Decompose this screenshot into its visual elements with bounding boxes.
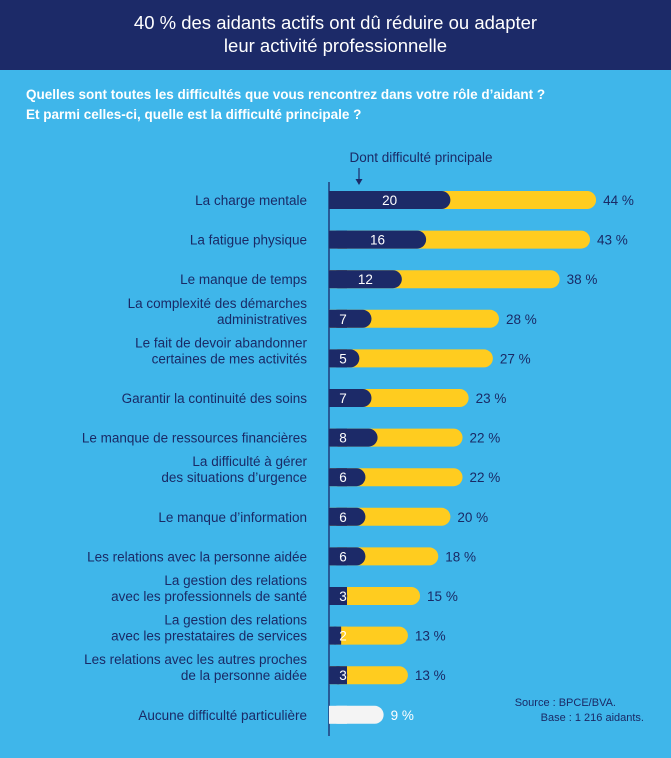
- bar-principal-left-cap: [329, 309, 347, 328]
- bar-total: [329, 349, 493, 368]
- category-label: certaines de mes activités: [152, 351, 308, 366]
- question-line-1: Quelles sont toutes les difficultés que …: [26, 87, 546, 102]
- bar-principal-left-cap: [329, 547, 347, 566]
- bar-total: [329, 666, 408, 685]
- category-label: Aucune difficulté particulière: [138, 708, 307, 723]
- category-label: La fatigue physique: [190, 233, 307, 248]
- total-value-label: 38 %: [567, 272, 598, 287]
- category-label: La gestion des relations: [164, 573, 307, 588]
- bar-total: [329, 587, 421, 605]
- principal-value-label: 5: [339, 351, 347, 366]
- total-value-label: 13 %: [415, 629, 446, 644]
- principal-value-label: 6: [339, 470, 347, 485]
- principal-value-label: 16: [370, 233, 385, 248]
- bar-total: [329, 309, 499, 328]
- principal-value-label: 20: [382, 193, 397, 208]
- bar-principal-left-cap: [329, 389, 347, 407]
- bar-principal-left-cap: [329, 626, 342, 645]
- bar-principal: [329, 230, 427, 249]
- category-label: Les relations avec la personne aidée: [87, 549, 307, 564]
- header-title-line-2: leur activité professionnelle: [223, 35, 448, 56]
- bar-principal-left-cap: [329, 270, 347, 289]
- bar-principal-left-cap: [329, 428, 347, 447]
- principal-value-label: 3: [339, 668, 347, 683]
- principal-value-label: 2: [339, 629, 347, 644]
- category-label: Le manque de temps: [180, 272, 307, 287]
- header-title-line-1: 40 % des aidants actifs ont dû réduire o…: [133, 12, 538, 33]
- category-label: Garantir la continuité des soins: [122, 391, 308, 406]
- total-value-label: 22 %: [470, 431, 501, 446]
- principal-value-label: 8: [339, 431, 347, 446]
- legend-principal-label: Dont difficulté principale: [349, 150, 492, 165]
- category-label: La complexité des démarches: [128, 296, 308, 311]
- total-value-label: 27 %: [500, 351, 531, 366]
- principal-value-label: 7: [339, 391, 347, 406]
- total-value-label: 44 %: [603, 193, 634, 208]
- total-value-label: 23 %: [476, 391, 507, 406]
- total-value-label: 15 %: [427, 589, 458, 604]
- principal-value-label: 6: [339, 549, 347, 564]
- category-label: La gestion des relations: [164, 613, 307, 628]
- bar-principal-left-cap: [329, 349, 347, 368]
- category-label: avec les prestataires de services: [111, 629, 307, 644]
- total-value-label: 9 %: [391, 708, 414, 723]
- bar-principal: [329, 270, 402, 289]
- bar-principal-left-cap: [329, 587, 347, 605]
- category-label: administratives: [217, 312, 307, 327]
- bar-principal-left-cap: [329, 230, 347, 249]
- total-value-label: 18 %: [445, 549, 476, 564]
- total-value-label: 22 %: [470, 470, 501, 485]
- bar-principal-left-cap: [329, 468, 347, 487]
- down-arrow-icon: [355, 168, 363, 185]
- category-label: Les relations avec les autres proches: [84, 652, 307, 667]
- category-label: avec les professionnels de santé: [111, 589, 307, 604]
- category-label: La charge mentale: [195, 193, 307, 208]
- bar-total-left-cap: [329, 705, 347, 724]
- bar-principal: [329, 191, 451, 209]
- principal-value-label: 6: [339, 510, 347, 525]
- principal-value-label: 7: [339, 312, 347, 327]
- bar-total: [329, 626, 408, 645]
- total-value-label: 20 %: [457, 510, 488, 525]
- category-label: Le fait de devoir abandonner: [135, 335, 307, 350]
- principal-value-label: 12: [358, 272, 373, 287]
- bar-principal-left-cap: [329, 666, 347, 685]
- category-label: Le manque de ressources financières: [82, 431, 307, 446]
- total-value-label: 28 %: [506, 312, 537, 327]
- bars-group: 20 44 % La charge mentale 16 43 % La fatigue …: [82, 191, 634, 724]
- bar-principal-left-cap: [329, 507, 347, 526]
- principal-value-label: 3: [339, 589, 347, 604]
- category-label: de la personne aidée: [181, 668, 307, 683]
- source-line-1: Source : BPCE/BVA.: [515, 697, 616, 709]
- category-label: La difficulté à gérer: [192, 454, 307, 469]
- total-value-label: 43 %: [597, 233, 628, 248]
- source-line-2: Base : 1 216 aidants.: [541, 712, 644, 724]
- header-banner: 40 % des aidants actifs ont dû réduire o…: [0, 0, 671, 70]
- total-value-label: 13 %: [415, 668, 446, 683]
- question-line-2: Et parmi celles-ci, quelle est la diffic…: [26, 107, 362, 122]
- category-label: des situations d’urgence: [161, 470, 307, 485]
- bar-principal-left-cap: [329, 191, 347, 209]
- category-label: Le manque d’information: [158, 510, 307, 525]
